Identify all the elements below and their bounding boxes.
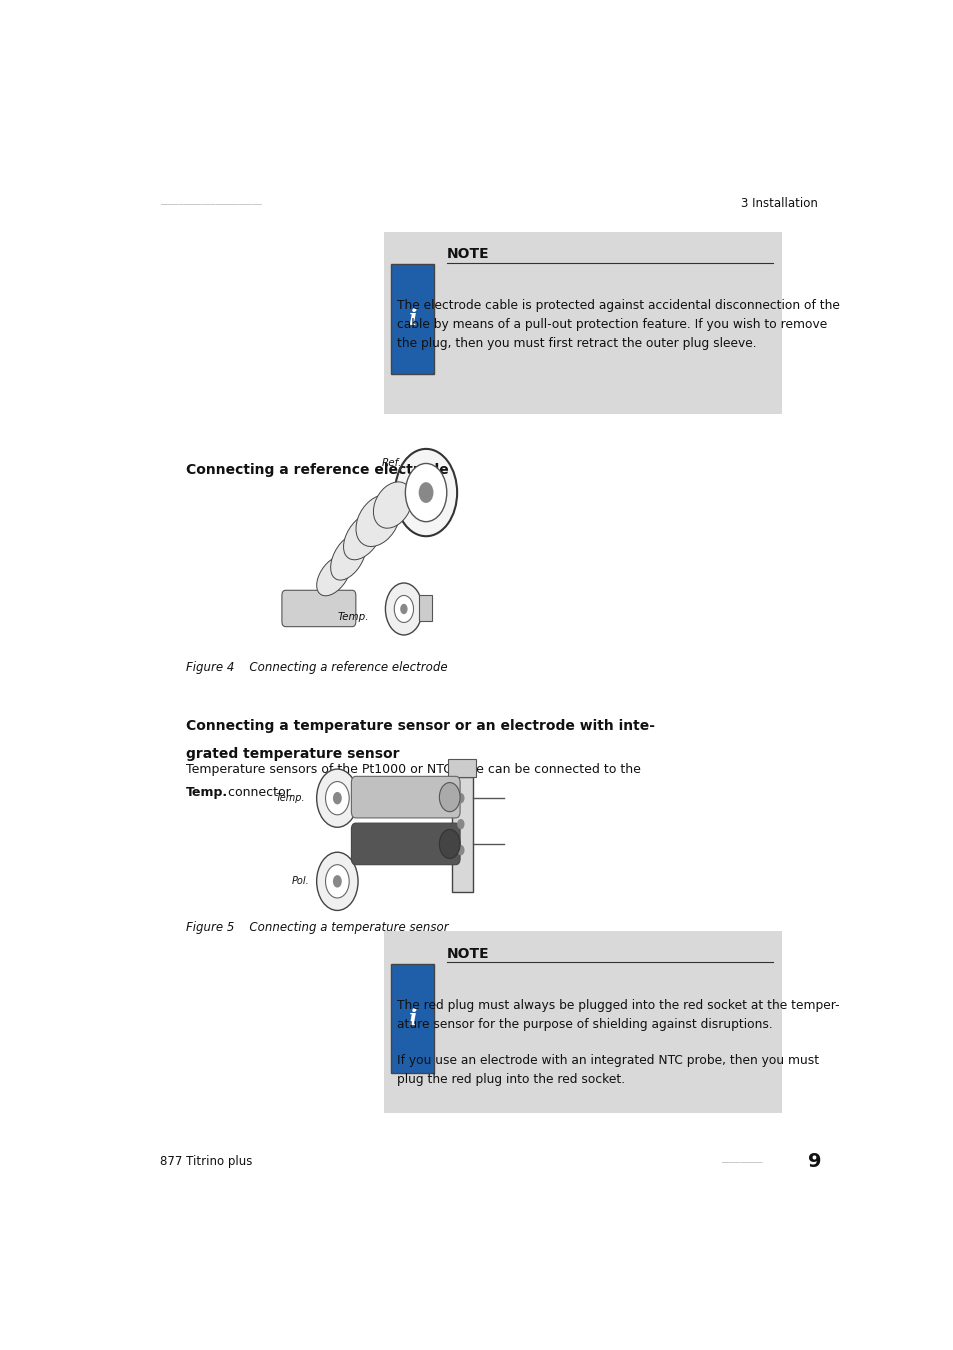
Text: Pol.: Pol. [292, 876, 309, 887]
Circle shape [316, 852, 357, 910]
FancyBboxPatch shape [351, 776, 459, 818]
Text: grated temperature sensor: grated temperature sensor [186, 748, 399, 761]
Circle shape [325, 782, 349, 815]
Circle shape [456, 845, 464, 856]
Text: i: i [408, 1007, 416, 1030]
Text: i: i [408, 308, 416, 329]
Circle shape [316, 769, 357, 828]
Text: Figure 4    Connecting a reference electrode: Figure 4 Connecting a reference electrod… [186, 662, 447, 674]
Text: 3 Installation: 3 Installation [740, 197, 817, 211]
Circle shape [405, 463, 446, 521]
Circle shape [439, 783, 459, 811]
Text: connector.: connector. [224, 786, 294, 799]
FancyBboxPatch shape [351, 824, 459, 865]
Circle shape [456, 792, 464, 803]
Text: Temperature sensors of the Pt1000 or NTC type can be connected to the: Temperature sensors of the Pt1000 or NTC… [186, 763, 640, 776]
Circle shape [400, 603, 407, 614]
FancyBboxPatch shape [282, 590, 355, 626]
Text: If you use an electrode with an integrated NTC probe, then you must
plug the red: If you use an electrode with an integrat… [396, 1054, 819, 1085]
FancyBboxPatch shape [448, 759, 476, 778]
Circle shape [333, 875, 341, 887]
Text: Ref.: Ref. [377, 829, 396, 840]
FancyBboxPatch shape [391, 265, 434, 374]
Ellipse shape [316, 556, 351, 595]
Text: ──────────────────────: ────────────────────── [160, 198, 261, 208]
Text: Figure 5    Connecting a temperature sensor: Figure 5 Connecting a temperature sensor [186, 921, 448, 934]
Circle shape [325, 865, 349, 898]
Ellipse shape [355, 494, 399, 547]
Ellipse shape [373, 482, 412, 528]
Text: ─────────: ───────── [720, 1157, 761, 1166]
Text: NOTE: NOTE [446, 247, 489, 262]
Text: Temp.: Temp. [337, 613, 369, 622]
Text: The electrode cable is protected against accidental disconnection of the
cable b: The electrode cable is protected against… [396, 300, 840, 350]
Text: The red plug must always be plugged into the red socket at the temper-
ature sen: The red plug must always be plugged into… [396, 999, 839, 1031]
Text: 877 Titrino plus: 877 Titrino plus [160, 1156, 252, 1169]
Circle shape [333, 792, 341, 805]
Circle shape [456, 819, 464, 829]
Circle shape [394, 595, 413, 622]
FancyBboxPatch shape [383, 931, 781, 1114]
Circle shape [418, 482, 433, 504]
Circle shape [439, 829, 459, 859]
FancyBboxPatch shape [383, 232, 781, 413]
Circle shape [395, 450, 456, 536]
FancyBboxPatch shape [452, 778, 472, 892]
Text: Temp.: Temp. [186, 786, 228, 799]
Circle shape [385, 583, 422, 634]
Text: 9: 9 [807, 1153, 821, 1172]
Ellipse shape [343, 513, 382, 560]
Text: Connecting a reference electrode: Connecting a reference electrode [186, 463, 448, 478]
Text: Ref.: Ref. [381, 458, 401, 467]
FancyBboxPatch shape [391, 964, 434, 1073]
Text: NOTE: NOTE [446, 946, 489, 961]
Text: Connecting a temperature sensor or an electrode with inte-: Connecting a temperature sensor or an el… [186, 720, 654, 733]
Ellipse shape [331, 533, 366, 580]
FancyBboxPatch shape [418, 595, 432, 621]
Text: Temp.: Temp. [275, 794, 305, 803]
